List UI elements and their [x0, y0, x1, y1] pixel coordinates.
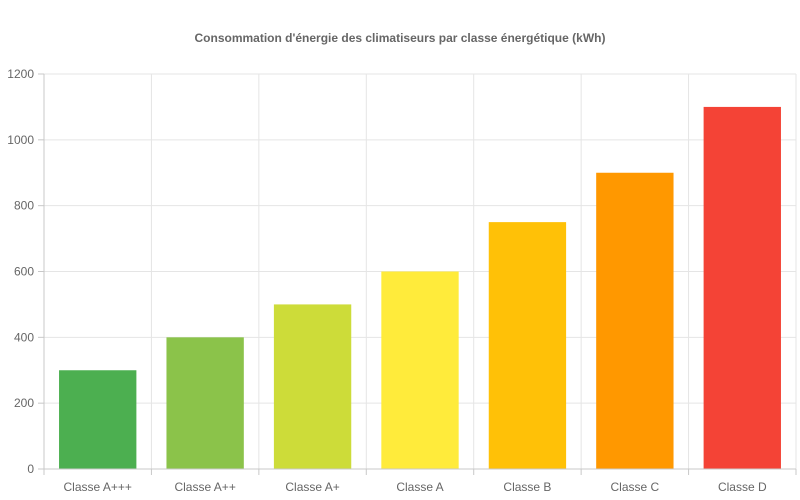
- x-tick-label: Classe A: [396, 480, 443, 494]
- x-tick-label: Classe D: [718, 480, 767, 494]
- y-tick-label: 600: [14, 265, 34, 279]
- y-tick-label: 0: [27, 462, 34, 476]
- x-tick-label: Classe A+++: [64, 480, 132, 494]
- chart-title: Consommation d'énergie des climatiseurs …: [195, 31, 606, 45]
- bars: [59, 106, 781, 470]
- bar[interactable]: [273, 304, 352, 469]
- x-tick-label: Classe A+: [285, 480, 339, 494]
- grid: [43, 73, 797, 470]
- bar[interactable]: [488, 222, 567, 469]
- x-tick-label: Classe C: [611, 480, 660, 494]
- bar[interactable]: [166, 337, 244, 469]
- tick-labels: 0 200 400 600 800 1000 1200 Classe A+++ Classe A…: [7, 67, 767, 494]
- bar[interactable]: [59, 370, 137, 469]
- y-tick-label: 1000: [7, 133, 34, 147]
- bar[interactable]: [596, 172, 674, 469]
- y-tick-label: 200: [14, 396, 34, 410]
- x-tick-label: Classe B: [503, 480, 551, 494]
- bar[interactable]: [381, 271, 459, 470]
- bar[interactable]: [703, 106, 781, 470]
- x-tick-label: Classe A++: [174, 480, 235, 494]
- y-tick-label: 800: [14, 199, 34, 213]
- axes: [38, 73, 797, 475]
- y-tick-label: 1200: [7, 67, 34, 81]
- y-tick-label: 400: [14, 330, 34, 344]
